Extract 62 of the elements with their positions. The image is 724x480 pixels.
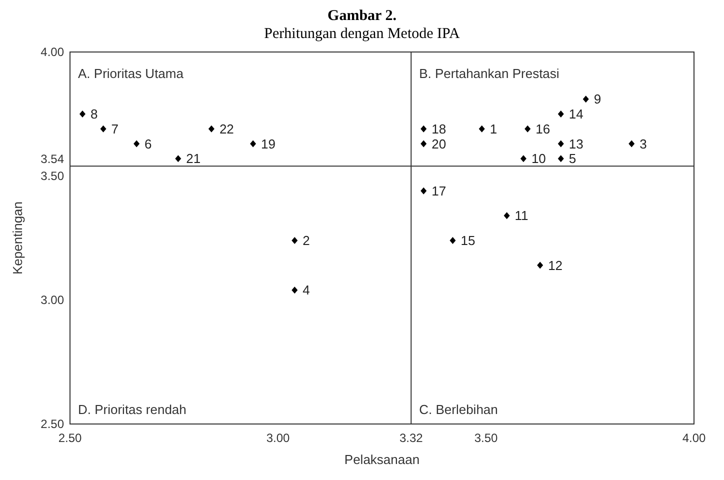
- series-label: 4: [302, 282, 310, 298]
- point: [558, 110, 564, 118]
- point: [628, 140, 635, 148]
- x-tick-label: 3.50: [474, 431, 498, 445]
- x-tick-label: 4.00: [682, 431, 706, 445]
- series-label: 18: [432, 121, 446, 136]
- series-label: 6: [144, 136, 152, 152]
- series-label: 2: [302, 232, 310, 248]
- series-label: 1: [490, 121, 498, 136]
- series-label: 20: [432, 136, 446, 152]
- point: [478, 125, 485, 132]
- ref-line-label: 3.54: [40, 152, 64, 166]
- point: [79, 110, 86, 118]
- series-label: 15: [460, 232, 476, 248]
- point: [292, 286, 298, 294]
- x-tick-label: 2.50: [58, 431, 82, 445]
- point: [558, 140, 564, 148]
- series-label: 14: [568, 106, 584, 122]
- point: [582, 96, 589, 103]
- ref-line-label: 3.32: [399, 431, 424, 445]
- point: [558, 155, 564, 162]
- x-axis-title: Pelaksanaan: [344, 452, 420, 467]
- point: [450, 236, 456, 244]
- series-label: 9: [594, 92, 602, 107]
- y-tick-label: 4.00: [40, 45, 64, 59]
- point: [250, 140, 256, 148]
- chart-subtitle: Perhitungan dengan Metode IPA: [264, 26, 460, 42]
- series-label: 16: [536, 121, 550, 136]
- point: [208, 125, 214, 132]
- series-label: 21: [186, 151, 201, 166]
- x-tick-label: 3.00: [266, 431, 290, 445]
- annotation: B. Pertahankan Prestasi: [419, 66, 560, 81]
- point: [420, 140, 427, 148]
- point: [524, 125, 531, 132]
- series-label: 10: [531, 151, 546, 166]
- series-label: 5: [568, 151, 576, 166]
- y-tick-label: 3.50: [40, 169, 64, 183]
- y-tick-label: 2.50: [40, 417, 64, 431]
- annotation: D. Prioritas rendah: [78, 402, 186, 417]
- series-label: 7: [111, 121, 119, 136]
- annotation: C. Berlebihan: [419, 402, 498, 417]
- point: [420, 187, 427, 194]
- point: [100, 125, 106, 132]
- series-label: 13: [568, 136, 584, 152]
- chart-title: Gambar 2.: [328, 8, 397, 24]
- series-label: 12: [548, 258, 563, 273]
- series-label: 22: [219, 121, 234, 136]
- point: [292, 236, 298, 244]
- series-label: 11: [514, 208, 528, 224]
- point: [520, 155, 526, 162]
- point: [134, 140, 140, 148]
- point: [175, 155, 182, 162]
- series-label: 17: [432, 183, 446, 198]
- series-label: 8: [90, 106, 98, 122]
- point: [537, 262, 544, 269]
- point: [420, 125, 427, 132]
- point: [504, 212, 510, 220]
- y-tick-label: 3.00: [40, 293, 64, 307]
- series-label: 19: [261, 136, 276, 152]
- annotation: A. Prioritas Utama: [78, 66, 184, 81]
- series-label: 3: [640, 136, 647, 152]
- y-axis-title: Kepentingan: [10, 201, 25, 275]
